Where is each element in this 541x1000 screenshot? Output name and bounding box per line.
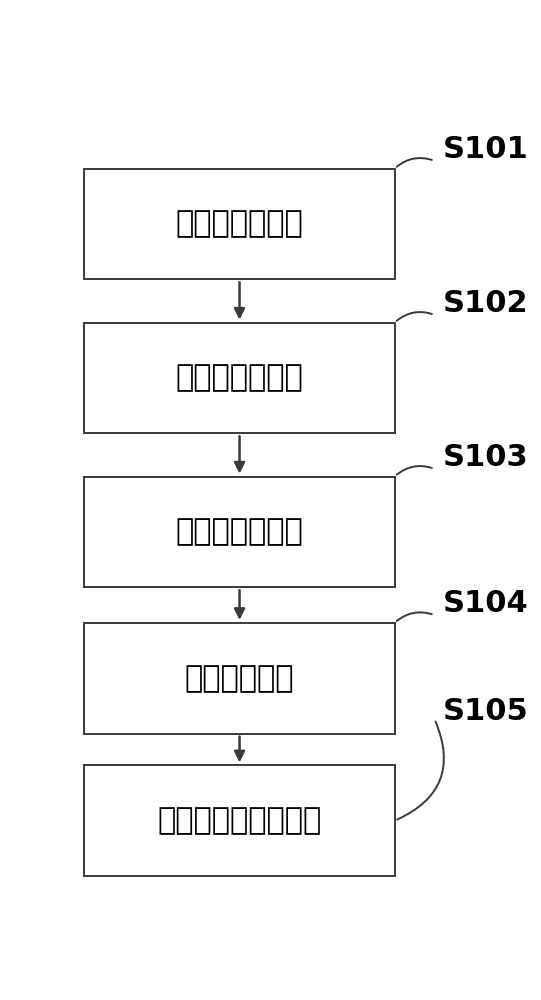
Bar bbox=[84, 623, 395, 734]
Bar bbox=[84, 323, 395, 433]
FancyArrowPatch shape bbox=[397, 612, 432, 621]
Bar bbox=[84, 169, 395, 279]
Text: S105: S105 bbox=[443, 697, 529, 726]
Text: 区域点云提取: 区域点云提取 bbox=[185, 664, 294, 693]
FancyArrowPatch shape bbox=[397, 722, 444, 820]
FancyArrowPatch shape bbox=[397, 158, 432, 167]
FancyArrowPatch shape bbox=[397, 466, 432, 475]
Text: S102: S102 bbox=[443, 289, 529, 318]
Bar bbox=[84, 765, 395, 876]
Text: S103: S103 bbox=[443, 443, 529, 472]
FancyArrowPatch shape bbox=[397, 312, 432, 321]
Bar bbox=[84, 477, 395, 587]
Text: 分割轮廓初始化: 分割轮廓初始化 bbox=[176, 363, 304, 392]
Text: 多源图像预处理: 多源图像预处理 bbox=[176, 209, 304, 238]
Text: 叶片模型选择及显示: 叶片模型选择及显示 bbox=[157, 806, 322, 835]
Text: S101: S101 bbox=[443, 135, 529, 164]
Text: 强度图像过分割: 强度图像过分割 bbox=[176, 517, 304, 546]
Text: S104: S104 bbox=[443, 589, 529, 618]
